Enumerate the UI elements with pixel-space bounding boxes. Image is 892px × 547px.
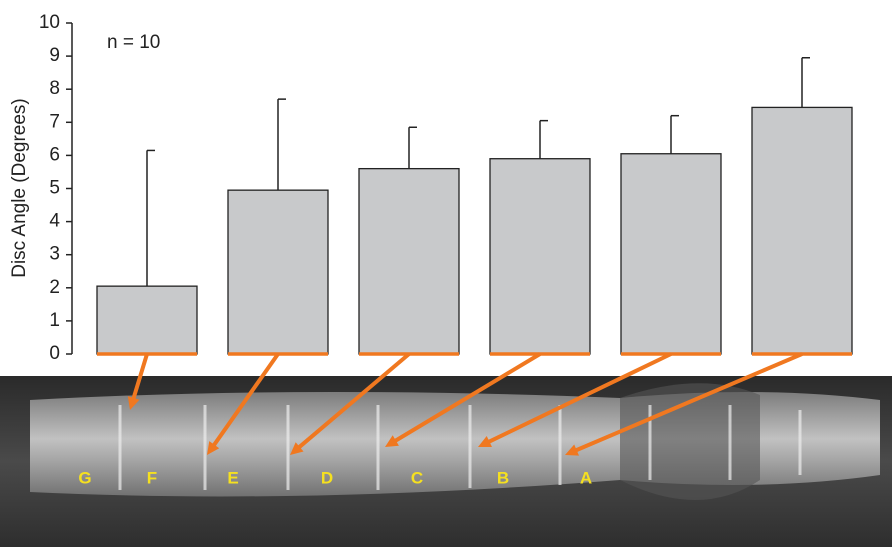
arrow-line — [294, 352, 411, 452]
arrow-head — [207, 441, 220, 455]
y-tick-label: 10 — [39, 12, 60, 33]
arrow-head — [290, 442, 304, 455]
arrow-head — [127, 396, 140, 410]
arrow-line — [571, 352, 803, 454]
bar — [489, 158, 591, 355]
y-axis-label: Disc Angle (Degrees) — [9, 98, 30, 278]
image-label: G — [78, 468, 91, 487]
arrow-head — [385, 435, 399, 447]
y-tick-label: 2 — [49, 277, 60, 298]
arrow-line — [130, 353, 149, 403]
y-tick-label: 9 — [49, 45, 60, 66]
y-tick-label: 7 — [49, 111, 60, 132]
bar — [358, 167, 460, 355]
image-label: B — [497, 468, 509, 487]
arrow-head — [565, 444, 579, 456]
arrow-line — [390, 352, 542, 445]
y-tick-label: 8 — [49, 78, 60, 99]
y-tick-label: 5 — [49, 178, 60, 199]
arrow-line — [209, 352, 280, 450]
y-tick-label: 6 — [49, 144, 60, 165]
pelvis — [620, 383, 760, 500]
y-tick-label: 1 — [49, 310, 60, 331]
bar — [227, 189, 329, 355]
xray-image — [0, 376, 892, 547]
image-label: F — [147, 468, 157, 487]
arrow-line — [484, 352, 672, 446]
y-tick-label: 4 — [49, 211, 60, 232]
arrow-head — [478, 436, 492, 448]
annotation: n = 10 — [107, 32, 160, 53]
image-label: E — [227, 468, 238, 487]
image-label: C — [411, 468, 423, 487]
image-label: A — [580, 468, 592, 487]
bar — [751, 106, 853, 355]
y-tick-label: 3 — [49, 244, 60, 265]
image-label: D — [321, 468, 333, 487]
y-tick-label: 0 — [49, 343, 60, 364]
bar — [96, 285, 198, 355]
bar — [620, 153, 722, 355]
